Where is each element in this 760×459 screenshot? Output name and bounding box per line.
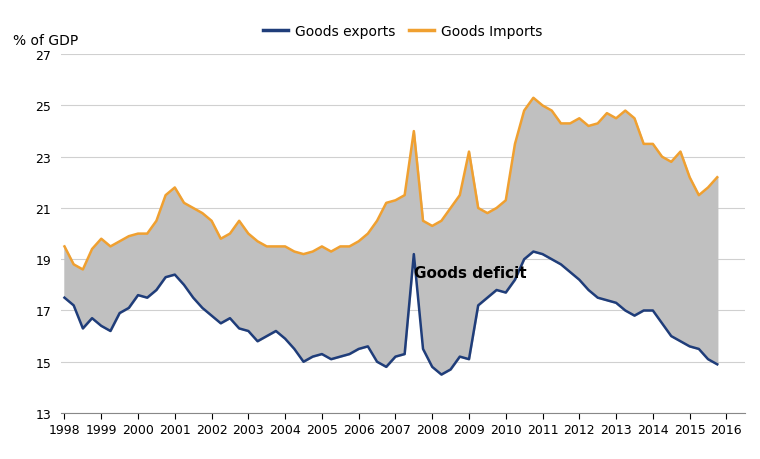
Goods exports xyxy=(437,372,446,377)
Goods Imports xyxy=(437,218,446,224)
Goods exports xyxy=(529,249,538,255)
Goods Imports xyxy=(290,249,299,255)
Goods exports xyxy=(713,362,722,367)
Line: Goods Imports: Goods Imports xyxy=(65,99,717,270)
Goods exports xyxy=(676,339,685,344)
Goods exports xyxy=(280,336,290,341)
Goods exports xyxy=(428,364,437,370)
Goods Imports xyxy=(78,267,87,273)
Line: Goods exports: Goods exports xyxy=(65,252,717,375)
Goods Imports xyxy=(511,142,520,147)
Goods exports xyxy=(511,277,520,283)
Goods Imports xyxy=(483,211,492,216)
Legend: Goods exports, Goods Imports: Goods exports, Goods Imports xyxy=(258,19,548,44)
Goods Imports xyxy=(161,193,170,198)
Text: Goods deficit: Goods deficit xyxy=(414,265,527,280)
Goods exports xyxy=(152,288,161,293)
Goods Imports xyxy=(676,150,685,155)
Goods Imports xyxy=(529,96,538,101)
Goods Imports xyxy=(713,175,722,180)
Goods Imports xyxy=(60,244,69,250)
Goods exports xyxy=(483,295,492,301)
Text: % of GDP: % of GDP xyxy=(13,34,78,48)
Goods exports xyxy=(60,295,69,301)
